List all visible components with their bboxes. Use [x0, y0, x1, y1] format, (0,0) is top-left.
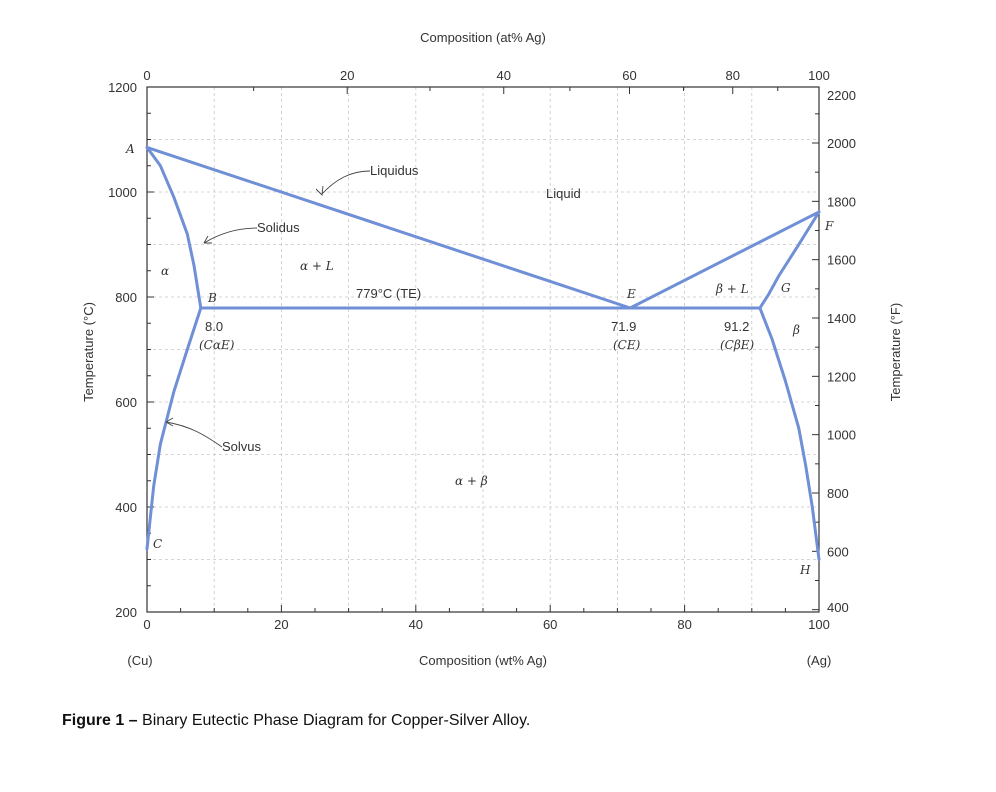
region-label-alpha-liquid: α + L — [300, 259, 334, 273]
figure-caption: Figure 1 – Binary Eutectic Phase Diagram… — [62, 712, 530, 730]
top-axis-title: Composition (at% Ag) — [420, 30, 546, 45]
right-tick-label: 1800 — [827, 194, 856, 209]
composition-sub-beta-e: (CβE) — [720, 338, 755, 352]
phase-boundary-4 — [145, 306, 203, 551]
bottom-tick-label: 0 — [143, 617, 150, 632]
point-label-e: E — [626, 287, 636, 301]
bottom-tick-label: 100 — [808, 617, 830, 632]
point-label-h: H — [799, 563, 811, 577]
top-tick-label: 40 — [497, 68, 511, 83]
phase-diagram-chart: 0 20 40 60 80 100 200 400 600 800 1000 1200 0 20 40 60 8… — [81, 30, 903, 668]
axis-ticks — [146, 86, 820, 613]
bottom-tick-label: 80 — [677, 617, 691, 632]
composition-sub-e: (CE) — [613, 338, 641, 352]
right-axis-title: Temperature (°F) — [888, 303, 903, 401]
ag-end-label: (Ag) — [807, 653, 832, 668]
top-tick-label: 100 — [808, 68, 830, 83]
left-tick-label: 1200 — [108, 80, 137, 95]
point-label-g: G — [781, 281, 791, 295]
right-tick-label: 1600 — [827, 253, 856, 268]
point-label-f: F — [824, 219, 834, 233]
cu-end-label: (Cu) — [127, 653, 152, 668]
left-tick-label: 400 — [115, 500, 137, 515]
figure-caption-text: Binary Eutectic Phase Diagram for Copper… — [142, 712, 531, 729]
point-label-c: C — [153, 537, 162, 551]
solvus-label: Solvus — [222, 439, 262, 454]
composition-value-beta-e: 91.2 — [724, 319, 749, 334]
composition-value-e: 71.9 — [611, 319, 636, 334]
right-tick-label: 400 — [827, 600, 849, 615]
bottom-tick-label: 40 — [409, 617, 423, 632]
region-label-alpha: α — [161, 264, 169, 278]
phase-boundary-2 — [758, 210, 821, 310]
point-label-b: B — [207, 291, 217, 305]
top-tick-label: 0 — [143, 68, 150, 83]
solvus-leader — [165, 421, 223, 448]
phase-boundary-5 — [758, 306, 821, 561]
region-label-liquid: Liquid — [546, 186, 581, 201]
top-tick-label: 80 — [726, 68, 740, 83]
right-tick-label: 1400 — [827, 311, 856, 326]
left-tick-label: 1000 — [108, 185, 137, 200]
solidus-label: Solidus — [257, 220, 300, 235]
right-tick-label: 800 — [827, 486, 849, 501]
bottom-axis-title: Composition (wt% Ag) — [419, 653, 547, 668]
bottom-tick-label: 20 — [274, 617, 288, 632]
right-tick-label: 1200 — [827, 369, 856, 384]
phase-boundary-1 — [145, 145, 203, 310]
left-tick-label: 200 — [115, 605, 137, 620]
region-label-beta-liquid: β + L — [715, 282, 749, 296]
liquidus-arrowhead — [315, 185, 324, 196]
composition-value-alpha-e: 8.0 — [205, 319, 223, 334]
solvus-arrowhead — [165, 417, 174, 427]
left-axis-title: Temperature (°C) — [81, 302, 96, 402]
tick-labels: 0 20 40 60 80 100 200 400 600 800 1000 1200 0 20 40 60 8… — [108, 68, 856, 632]
top-tick-label: 20 — [340, 68, 354, 83]
right-tick-label: 600 — [827, 544, 849, 559]
figure-caption-prefix: Figure 1 – — [62, 712, 143, 729]
eutectic-temperature-label: 779°C (TE) — [356, 286, 421, 301]
left-tick-label: 800 — [115, 290, 137, 305]
left-tick-label: 600 — [115, 395, 137, 410]
phase-boundaries — [145, 145, 821, 561]
point-label-a: A — [125, 142, 135, 156]
grid-lines — [147, 87, 819, 612]
liquidus-label: Liquidus — [370, 163, 419, 178]
top-tick-label: 60 — [622, 68, 636, 83]
solidus-arrowhead — [203, 235, 212, 244]
region-label-alpha-beta: α + β — [455, 474, 488, 488]
composition-sub-alpha-e: (CαE) — [199, 338, 235, 352]
right-tick-label: 1000 — [827, 428, 856, 443]
right-tick-label: 2000 — [827, 136, 856, 151]
solidus-leader — [203, 227, 258, 244]
bottom-tick-label: 60 — [543, 617, 557, 632]
region-label-beta: β — [792, 323, 800, 337]
liquidus-leader — [321, 170, 371, 195]
right-tick-label: 2200 — [827, 88, 856, 103]
